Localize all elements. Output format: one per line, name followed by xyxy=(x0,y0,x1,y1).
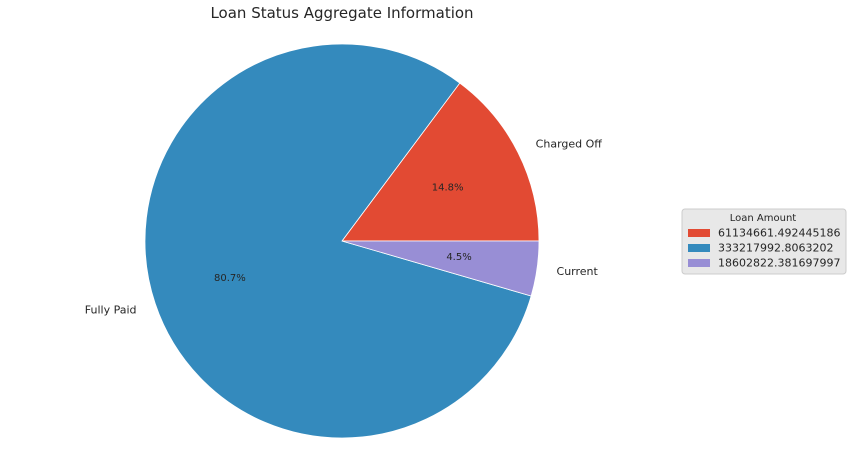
pie-labels: Charged Off 14.8% Fully Paid 80.7% Current 4.… xyxy=(85,137,602,316)
pct-label-fully-paid: 80.7% xyxy=(214,273,246,284)
pie-slice-charged-off xyxy=(341,82,540,242)
legend-frame xyxy=(681,208,847,275)
legend-entry-charged-off: 61134661.492445186 xyxy=(718,227,840,240)
slice-label-charged-off: Charged Off xyxy=(536,137,603,150)
legend-swatch-current xyxy=(688,259,710,267)
legend: Loan Amount 61134661.492445186 333217992.… xyxy=(681,208,847,275)
legend-entries: 61134661.492445186 333217992.8063202 18602… xyxy=(688,227,840,270)
legend-swatch-fully-paid xyxy=(688,244,710,252)
pie-slice-current xyxy=(341,240,540,297)
chart-title: Loan Status Aggregate Information xyxy=(210,4,473,22)
pie-slices xyxy=(144,43,540,439)
pct-label-current: 4.5% xyxy=(446,252,471,263)
pie-slice-fully-paid xyxy=(144,43,532,439)
pct-label-charged-off: 14.8% xyxy=(432,182,464,193)
slice-label-current: Current xyxy=(557,265,599,278)
slice-label-fully-paid: Fully Paid xyxy=(85,303,137,316)
legend-entry-fully-paid: 333217992.8063202 xyxy=(718,242,833,255)
legend-entry-current: 18602822.381697997 xyxy=(718,257,840,270)
legend-title: Loan Amount xyxy=(730,213,797,224)
legend-swatch-charged-off xyxy=(688,229,710,237)
